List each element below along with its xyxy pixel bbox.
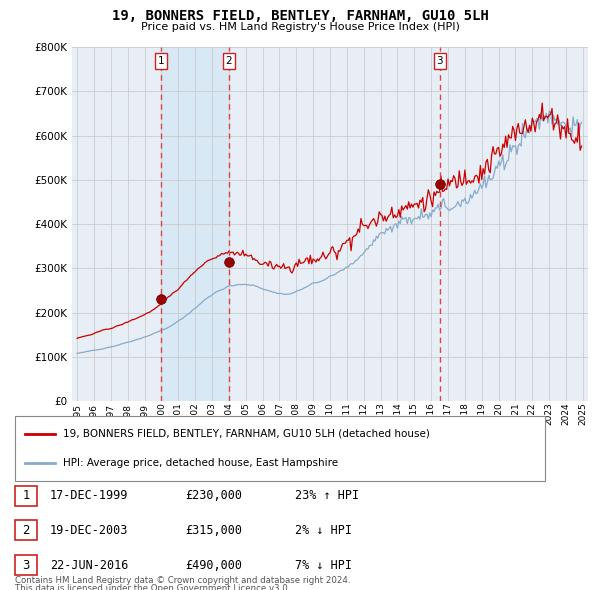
Text: Contains HM Land Registry data © Crown copyright and database right 2024.: Contains HM Land Registry data © Crown c…: [15, 576, 350, 585]
Text: HPI: Average price, detached house, East Hampshire: HPI: Average price, detached house, East…: [63, 458, 338, 468]
Text: Price paid vs. HM Land Registry's House Price Index (HPI): Price paid vs. HM Land Registry's House …: [140, 22, 460, 32]
Text: 2: 2: [22, 524, 30, 537]
Text: £490,000: £490,000: [185, 559, 242, 572]
Text: 7% ↓ HPI: 7% ↓ HPI: [295, 559, 352, 572]
Text: 22-JUN-2016: 22-JUN-2016: [50, 559, 128, 572]
Text: 19, BONNERS FIELD, BENTLEY, FARNHAM, GU10 5LH (detached house): 19, BONNERS FIELD, BENTLEY, FARNHAM, GU1…: [63, 429, 430, 439]
Text: 23% ↑ HPI: 23% ↑ HPI: [295, 489, 359, 502]
Text: This data is licensed under the Open Government Licence v3.0.: This data is licensed under the Open Gov…: [15, 584, 290, 590]
Text: 1: 1: [158, 56, 164, 66]
Bar: [15, 555, 37, 575]
Text: 17-DEC-1999: 17-DEC-1999: [50, 489, 128, 502]
Text: 2% ↓ HPI: 2% ↓ HPI: [295, 524, 352, 537]
Text: 1: 1: [22, 489, 30, 502]
Bar: [15, 486, 37, 506]
Text: 3: 3: [436, 56, 443, 66]
Text: 19, BONNERS FIELD, BENTLEY, FARNHAM, GU10 5LH: 19, BONNERS FIELD, BENTLEY, FARNHAM, GU1…: [112, 9, 488, 23]
Bar: [15, 520, 37, 540]
Bar: [161, 47, 229, 401]
Bar: [15, 416, 545, 481]
Text: 3: 3: [22, 559, 29, 572]
Text: £315,000: £315,000: [185, 524, 242, 537]
Text: 19-DEC-2003: 19-DEC-2003: [50, 524, 128, 537]
Text: £230,000: £230,000: [185, 489, 242, 502]
Text: 2: 2: [226, 56, 232, 66]
